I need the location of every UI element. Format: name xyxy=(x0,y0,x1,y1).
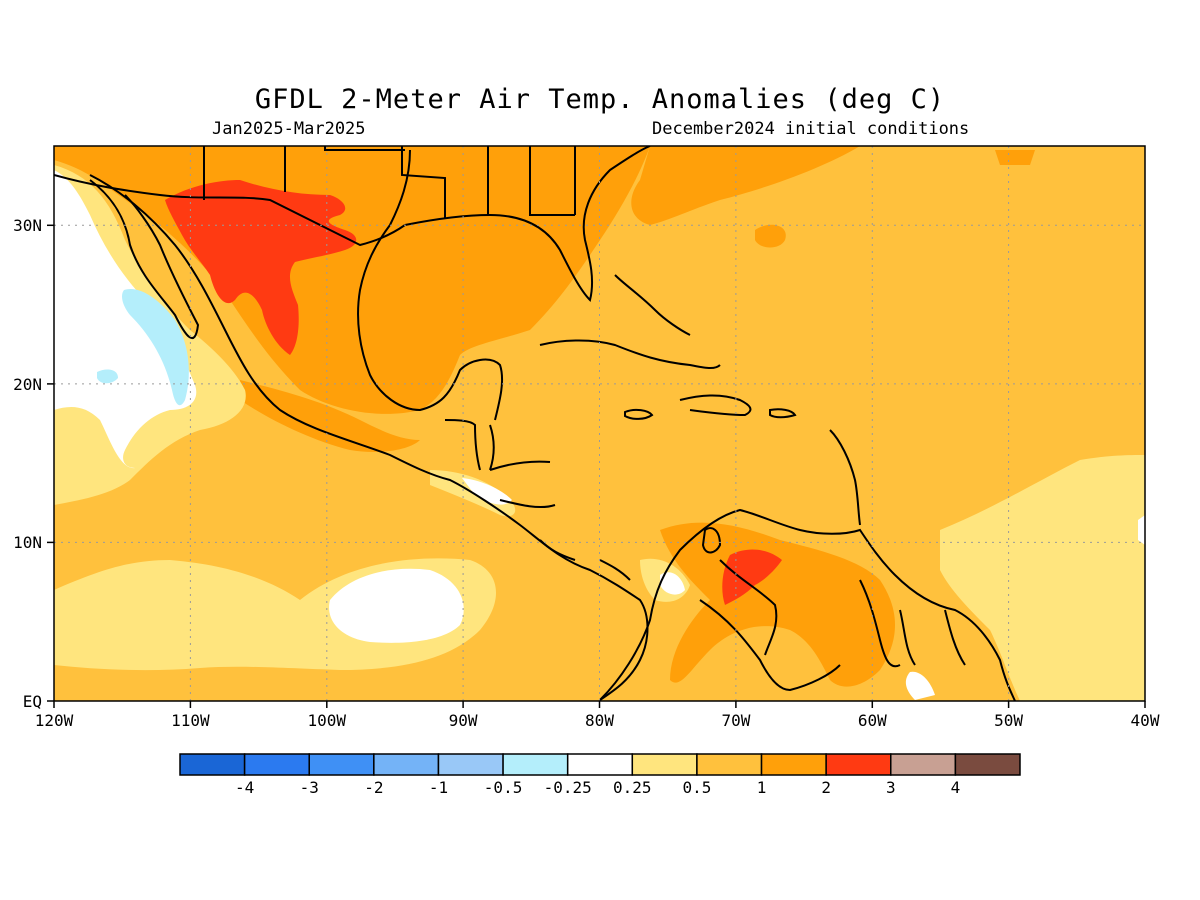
colorbar-label: 2 xyxy=(821,778,831,797)
lon-label: 70W xyxy=(721,711,750,730)
coastlines xyxy=(54,146,1016,701)
border-suriname xyxy=(899,609,916,666)
field-cool-weak-atlantic xyxy=(940,455,1145,701)
coast-puerto-rico xyxy=(769,408,797,419)
field-warm-small-2 xyxy=(995,150,1035,165)
lon-label: 110W xyxy=(171,711,210,730)
coast-baja-west xyxy=(89,179,200,339)
lon-label: 100W xyxy=(308,711,347,730)
field-warm-gulf-south xyxy=(240,380,420,452)
field-hot-mexico xyxy=(165,180,357,355)
coast-us-gulf xyxy=(404,146,651,302)
border-nicaragua xyxy=(499,499,556,509)
lat-tick-labels: EQ 10N 20N 30N xyxy=(13,216,42,711)
border-us-states-6 xyxy=(529,146,575,216)
border-guatemala xyxy=(444,419,481,471)
lon-label: 40W xyxy=(1131,711,1160,730)
coast-lesser-antilles xyxy=(829,429,861,526)
map-title: GFDL 2-Meter Air Temp. Anomalies (deg C) xyxy=(254,84,946,115)
colorbar-swatch xyxy=(566,753,634,776)
field-warm-south-america xyxy=(660,522,895,687)
field-neutral-east xyxy=(1138,515,1145,545)
border-costa-rica xyxy=(539,539,576,561)
colorbar-swatch xyxy=(760,753,827,776)
lat-label: 20N xyxy=(13,375,42,394)
field-neutral-nicaragua xyxy=(462,478,512,505)
coast-mexico-pacific xyxy=(89,174,649,701)
initial-conditions: December2024 initial conditions xyxy=(652,119,970,139)
field-hot-venezuela xyxy=(722,549,782,605)
border-us-states-4 xyxy=(401,146,446,218)
coast-jamaica xyxy=(624,408,654,420)
field-warm-atlantic xyxy=(631,146,860,225)
colorbar-swatch xyxy=(437,753,504,776)
lat-label: 30N xyxy=(13,216,42,235)
colorbar-swatch xyxy=(179,753,246,776)
border-honduras xyxy=(489,460,551,471)
axis-ticks xyxy=(47,224,1146,708)
field-neutral-colombia xyxy=(660,572,685,595)
colorbar-label: -0.25 xyxy=(544,778,592,797)
colorbar: -4 -3 -2 -1 -0.5 -0.25 0.25 0.5 1 2 3 4 xyxy=(179,753,1021,797)
colorbar-label: -2 xyxy=(364,778,383,797)
lat-label: 10N xyxy=(13,533,42,552)
coast-lake-maracaibo xyxy=(701,527,722,554)
forecast-period: Jan2025-Mar2025 xyxy=(212,119,366,139)
colorbar-label: -3 xyxy=(300,778,319,797)
colorbar-swatch xyxy=(890,753,957,776)
border-us-mexico xyxy=(54,174,406,247)
colorbar-label: 0.25 xyxy=(613,778,652,797)
lon-label: 120W xyxy=(35,711,74,730)
colorbar-label: 1 xyxy=(757,778,767,797)
border-panama xyxy=(599,559,631,581)
border-us-states-3 xyxy=(324,146,405,151)
coast-cuba xyxy=(539,339,721,369)
field-neutral-west xyxy=(54,170,197,469)
colorbar-swatch xyxy=(954,753,1021,776)
border-belize xyxy=(489,424,495,471)
field-cool-baja xyxy=(122,289,189,406)
colorbar-label: 4 xyxy=(951,778,961,797)
field-neutral-guyana xyxy=(905,671,935,700)
field-warm-small-1 xyxy=(755,224,786,248)
anomaly-fields xyxy=(54,146,1145,701)
border-venezuela xyxy=(719,559,778,656)
colorbar-swatch xyxy=(373,753,440,776)
colorbar-label: -0.5 xyxy=(484,778,523,797)
border-colombia xyxy=(699,599,841,692)
colorbar-label: -4 xyxy=(235,778,254,797)
coast-south-america xyxy=(599,508,1016,701)
colorbar-swatch xyxy=(696,753,763,776)
lon-label: 60W xyxy=(858,711,887,730)
lon-tick-labels: 120W 110W 100W 90W 80W 70W 60W 50W 40W xyxy=(35,711,1160,730)
colorbar-label: -1 xyxy=(429,778,448,797)
colorbar-label: 3 xyxy=(886,778,896,797)
grid-lines xyxy=(54,146,1145,701)
colorbar-swatch xyxy=(308,753,375,776)
colorbar-swatch xyxy=(243,753,310,776)
lon-label: 90W xyxy=(449,711,478,730)
lon-label: 50W xyxy=(994,711,1023,730)
border-fguiana xyxy=(944,609,966,666)
coast-bahamas xyxy=(614,274,691,336)
colorbar-swatch xyxy=(502,753,569,776)
coast-gulf xyxy=(357,149,504,421)
colorbar-swatch xyxy=(631,753,698,776)
field-cool-baja-2 xyxy=(97,369,118,384)
coast-hispaniola xyxy=(679,394,752,417)
colorbar-swatch xyxy=(825,753,892,776)
colorbar-label: 0.5 xyxy=(682,778,711,797)
lat-label: EQ xyxy=(23,692,42,711)
lon-label: 80W xyxy=(585,711,614,730)
field-neutral-pacific xyxy=(329,568,464,643)
border-guyana xyxy=(859,579,901,668)
